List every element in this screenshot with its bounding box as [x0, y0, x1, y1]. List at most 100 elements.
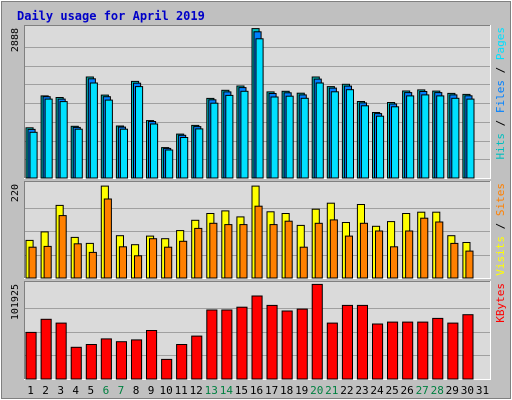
bar-pages-day-3 — [59, 101, 68, 179]
legend-item-pages: Pages — [494, 27, 507, 60]
bar-sites-day-27 — [420, 217, 429, 279]
bar-kbytes-day-2 — [40, 318, 52, 380]
bar-kbytes-day-24 — [372, 323, 384, 380]
x-label-day-31: 31 — [476, 384, 489, 397]
bar-sites-day-25 — [390, 246, 399, 279]
bar-kbytes-day-4 — [70, 346, 82, 380]
x-label-day-22: 22 — [340, 384, 353, 397]
bar-sites-day-8 — [134, 255, 143, 279]
x-label-day-18: 18 — [280, 384, 293, 397]
bar-kbytes-day-20 — [311, 283, 323, 380]
bar-pages-day-18 — [285, 95, 294, 179]
bar-kbytes-day-7 — [115, 341, 128, 380]
bar-kbytes-day-30 — [462, 314, 474, 380]
x-label-day-17: 17 — [265, 384, 278, 397]
bar-kbytes-day-27 — [417, 321, 429, 380]
chart-panels: 2888 Hits / Files / Pages 220 Visits / Site… — [10, 25, 507, 380]
bar-sites-day-21 — [329, 219, 338, 279]
bar-sites-day-10 — [164, 246, 173, 279]
bar-pages-day-15 — [240, 90, 249, 179]
bar-pages-day-14 — [225, 94, 234, 179]
bar-pages-day-13 — [210, 102, 219, 179]
bar-pages-day-17 — [270, 96, 279, 179]
bar-pages-day-16 — [255, 38, 264, 179]
bar-kbytes-day-21 — [326, 322, 338, 380]
bar-kbytes-day-22 — [341, 304, 353, 380]
bar-pages-day-20 — [315, 82, 324, 179]
bar-kbytes-day-9 — [146, 330, 158, 380]
bar-sites-day-22 — [344, 235, 353, 279]
x-label-day-21: 21 — [325, 384, 338, 397]
bar-pages-day-25 — [391, 106, 400, 179]
bar-kbytes-day-15 — [236, 306, 248, 380]
bar-pages-day-7 — [119, 128, 129, 179]
bar-pages-day-10 — [165, 149, 174, 179]
bar-kbytes-day-6 — [100, 338, 112, 380]
y-max-label: 101925 — [10, 284, 21, 320]
bar-pages-day-1 — [29, 131, 38, 179]
bar-kbytes-day-12 — [191, 335, 203, 380]
x-label-day-8: 8 — [133, 384, 140, 397]
bar-pages-day-27 — [421, 94, 430, 179]
bar-sites-day-30 — [465, 250, 474, 279]
bar-pages-day-4 — [74, 128, 83, 179]
bar-kbytes-day-16 — [251, 295, 263, 380]
x-label-day-29: 29 — [446, 384, 459, 397]
bar-kbytes-day-8 — [131, 339, 143, 380]
x-label-day-16: 16 — [250, 384, 263, 397]
bar-pages-day-26 — [406, 95, 415, 179]
bar-sites-day-7 — [118, 246, 128, 279]
bar-sites-day-20 — [314, 222, 323, 279]
bar-sites-day-19 — [299, 246, 308, 279]
bar-sites-day-18 — [284, 220, 293, 279]
bar-kbytes-day-17 — [266, 304, 278, 380]
bar-kbytes-day-1 — [25, 331, 37, 380]
x-label-day-23: 23 — [355, 384, 368, 397]
bar-sites-day-2 — [43, 245, 52, 279]
panel-hits-files-pages: 2888 Hits / Files / Pages — [10, 25, 507, 179]
x-label-day-12: 12 — [190, 384, 203, 397]
x-label-day-26: 26 — [400, 384, 413, 397]
bar-kbytes-day-26 — [402, 321, 414, 380]
bar-pages-day-24 — [376, 115, 385, 179]
x-label-day-10: 10 — [159, 384, 172, 397]
x-label-day-7: 7 — [118, 384, 125, 397]
bar-pages-day-23 — [360, 105, 369, 179]
y-max-label: 220 — [10, 184, 21, 202]
panel-visits-sites: 220 Visits / Sites — [10, 181, 507, 279]
bar-pages-day-11 — [180, 137, 189, 179]
x-label-day-15: 15 — [235, 384, 248, 397]
bar-pages-day-30 — [466, 98, 475, 179]
bar-sites-day-24 — [375, 230, 384, 279]
x-label-day-13: 13 — [205, 384, 218, 397]
bar-pages-day-2 — [44, 98, 53, 179]
legend-item-visits: Visits — [494, 236, 507, 276]
bar-kbytes-day-14 — [221, 309, 233, 380]
bar-kbytes-day-25 — [387, 321, 399, 380]
bar-sites-day-1 — [28, 246, 37, 279]
x-label-day-24: 24 — [370, 384, 384, 397]
bar-sites-day-14 — [224, 224, 233, 279]
legend-item-files: Files — [494, 80, 507, 113]
bar-sites-day-29 — [450, 242, 459, 279]
x-label-day-1: 1 — [27, 384, 34, 397]
bar-sites-day-15 — [239, 224, 248, 279]
legend-separator: / — [494, 60, 507, 80]
x-label-day-5: 5 — [87, 384, 94, 397]
legend-separator: / — [494, 113, 507, 133]
bar-pages-day-29 — [451, 97, 460, 179]
x-label-day-19: 19 — [295, 384, 308, 397]
bar-sites-day-17 — [269, 224, 278, 279]
bar-pages-day-8 — [135, 86, 144, 179]
bar-kbytes-day-3 — [55, 322, 67, 380]
legend-item-sites: Sites — [494, 183, 507, 216]
bar-sites-day-6 — [103, 198, 112, 279]
panel-kbytes: 101925 KBytes — [10, 281, 507, 380]
bar-sites-day-11 — [179, 240, 188, 279]
chart-title: Daily usage for April 2019 — [17, 9, 205, 23]
legend-separator: / — [494, 216, 507, 236]
bar-sites-day-9 — [149, 238, 158, 279]
bar-sites-day-28 — [435, 221, 444, 279]
bar-sites-day-3 — [58, 215, 67, 279]
bar-kbytes-day-23 — [356, 304, 368, 380]
